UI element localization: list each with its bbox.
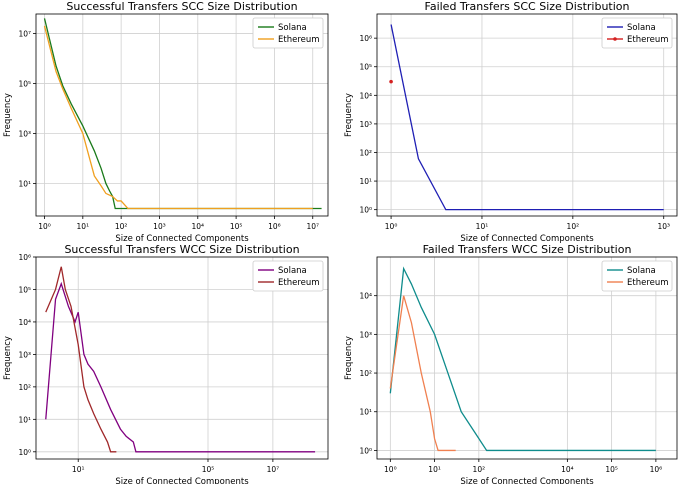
y-axis-label: Frequency — [3, 336, 13, 380]
x-tick-label: 10¹ — [77, 222, 90, 231]
x-tick-label: 10³ — [657, 222, 670, 231]
legend-label: Ethereum — [278, 278, 320, 288]
y-tick-label: 10² — [18, 383, 31, 392]
plot-frame — [376, 256, 678, 460]
legend-label: Solana — [627, 266, 656, 276]
legend-marker — [613, 37, 617, 41]
legend-label: Ethereum — [278, 35, 320, 45]
y-tick-label: 10¹ — [359, 408, 372, 417]
y-tick-label: 10² — [359, 148, 372, 157]
legend-box — [601, 260, 673, 292]
legend: Solana Ethereum — [601, 17, 673, 49]
series-point-ethereum — [389, 79, 393, 84]
x-axis-label: Size of Connected Components — [115, 477, 249, 484]
y-tick-label: 10⁴ — [359, 91, 372, 100]
x-axis-label: Size of Connected Components — [115, 234, 249, 244]
y-tick-label: 10⁴ — [359, 292, 372, 301]
y-tick-label: 10⁶ — [18, 253, 31, 262]
x-tick-label: 10⁰ — [384, 465, 397, 474]
chart-title: Successful Transfers WCC Size Distributi… — [64, 243, 299, 256]
series-line-ethereum — [43, 25, 313, 210]
x-tick-label: 10⁴ — [561, 465, 574, 474]
x-tick-label: 10¹ — [428, 465, 441, 474]
y-tick-label: 10⁰ — [18, 448, 31, 457]
series-line-solana — [43, 18, 322, 210]
chart-title: Failed Transfers WCC Size Distribution — [423, 243, 632, 256]
series-line-ethereum — [389, 295, 456, 452]
y-tick-label: 10¹ — [18, 415, 31, 424]
chart-title: Successful Transfers SCC Size Distributi… — [66, 0, 297, 13]
y-tick-label: 10⁵ — [18, 285, 31, 294]
y-axis-label: Frequency — [3, 93, 13, 137]
x-tick-label: 10⁵ — [202, 465, 215, 474]
x-tick-label: 10⁴ — [192, 222, 205, 231]
y-tick-label: 10² — [359, 369, 372, 378]
legend-label: Solana — [627, 23, 656, 33]
legend-box — [601, 17, 673, 49]
series-line-solana — [390, 24, 664, 211]
series-line-solana — [45, 281, 316, 453]
legend: Solana Ethereum — [252, 260, 324, 292]
chart-panel-1: 10⁰ 10¹ 10² 10³ 10⁰ 10¹ 10² 10³ 10⁴ 10⁵ 10⁶ Failed … — [344, 0, 678, 244]
y-tick-label: 10³ — [18, 129, 31, 138]
y-tick-label: 10¹ — [18, 179, 31, 188]
chart-panel-3: 10⁰ 10¹ 10² 10⁴ 10⁵ 10⁶ 10⁰ 10¹ 10² 10³ 10⁴ Failed … — [344, 243, 678, 484]
chart-panel-0: 10⁰ 10¹ 10² 10³ 10⁴ 10⁵ 10⁶ 10⁷ 10¹ 10³ 10⁵ 10⁷ Succ… — [3, 0, 329, 244]
y-tick-label: 10¹ — [359, 177, 372, 186]
y-tick-label: 10³ — [359, 330, 372, 339]
plot-frame — [35, 13, 329, 217]
legend-box — [252, 260, 324, 292]
x-tick-label: 10⁶ — [650, 465, 663, 474]
plot-frame — [376, 13, 678, 217]
y-tick-label: 10⁵ — [18, 79, 31, 88]
x-axis-label: Size of Connected Components — [460, 477, 594, 484]
y-axis-label: Frequency — [344, 93, 354, 137]
chart-title: Failed Transfers SCC Size Distribution — [425, 0, 630, 13]
x-tick-label: 10⁵ — [230, 222, 243, 231]
y-tick-label: 10⁴ — [18, 318, 31, 327]
legend: Solana Ethereum — [252, 17, 324, 49]
plot-frame — [35, 256, 329, 460]
legend-label: Ethereum — [627, 35, 669, 45]
chart-panel-2: 10¹ 10⁵ 10⁷ 10⁰ 10¹ 10² 10³ 10⁴ 10⁵ 10⁶ Successful… — [3, 243, 329, 484]
x-tick-label: 10³ — [153, 222, 166, 231]
x-tick-label: 10⁰ — [38, 222, 51, 231]
legend-box — [252, 17, 324, 49]
y-tick-label: 10³ — [359, 120, 372, 129]
y-tick-label: 10⁰ — [359, 206, 372, 215]
y-tick-label: 10⁶ — [359, 34, 372, 43]
legend: Solana Ethereum — [601, 260, 673, 292]
legend-label: Solana — [278, 23, 307, 33]
x-tick-label: 10² — [115, 222, 128, 231]
x-tick-label: 10⁰ — [385, 222, 398, 231]
x-tick-label: 10² — [473, 465, 486, 474]
y-tick-label: 10³ — [18, 350, 31, 359]
x-tick-label: 10⁷ — [306, 222, 319, 231]
y-tick-label: 10⁵ — [359, 63, 372, 72]
series-line-solana — [389, 266, 656, 452]
x-tick-label: 10⁷ — [267, 465, 280, 474]
y-axis-label: Frequency — [344, 336, 354, 380]
x-tick-label: 10¹ — [476, 222, 489, 231]
x-axis-label: Size of Connected Components — [460, 234, 594, 244]
y-tick-label: 10⁷ — [18, 29, 31, 38]
legend-label: Solana — [278, 266, 307, 276]
series-line-ethereum — [45, 266, 117, 453]
y-tick-label: 10⁰ — [359, 446, 372, 455]
x-tick-label: 10¹ — [72, 465, 85, 474]
x-tick-label: 10² — [567, 222, 580, 231]
x-tick-label: 10⁶ — [268, 222, 281, 231]
legend-label: Ethereum — [627, 278, 669, 288]
x-tick-label: 10⁵ — [605, 465, 618, 474]
